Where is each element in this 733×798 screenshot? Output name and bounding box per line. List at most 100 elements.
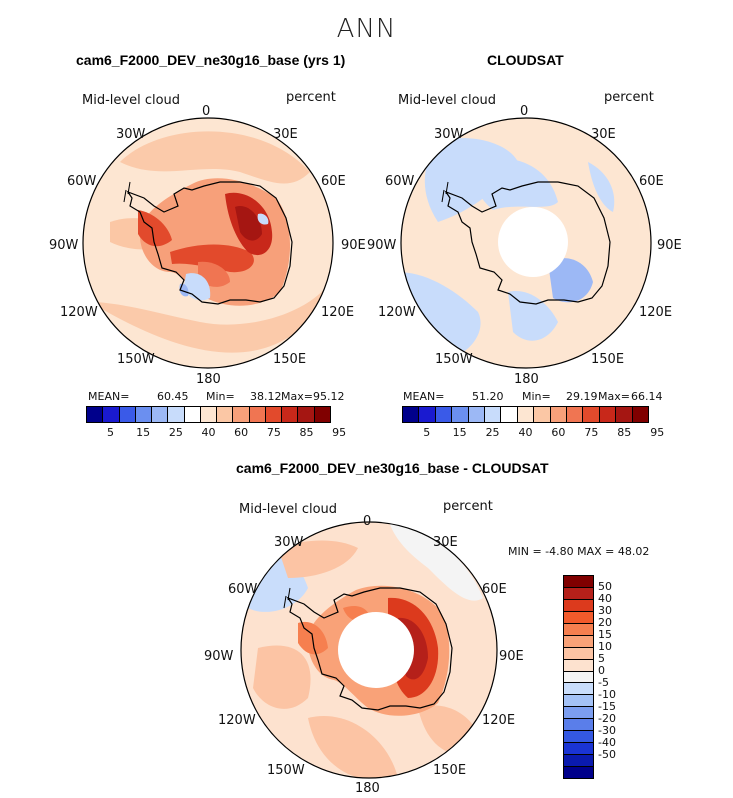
obs-mean-value: 51.20 (472, 390, 504, 403)
model-min-label: Min= (206, 390, 235, 403)
model-colorbar-ticks: 5 15 25 40 60 75 85 95 (86, 426, 346, 440)
obs-colorbar-swatch (501, 407, 518, 422)
obs-lon-150w: 150W (435, 352, 473, 367)
obs-lon-120w: 120W (378, 305, 416, 320)
obs-lon-30e: 30E (591, 127, 616, 142)
diff-colorbar-swatch (564, 599, 593, 612)
diff-colorbar-swatch (564, 719, 593, 732)
model-lon-30e: 30E (273, 127, 298, 142)
obs-lon-90e: 90E (657, 238, 682, 253)
model-lon-180: 180 (196, 372, 221, 387)
diff-colorbar-tick-label: -40 (598, 736, 616, 749)
model-max-label: Max= (281, 390, 313, 403)
model-lon-60w: 60W (67, 174, 97, 189)
obs-colorbar (402, 406, 649, 423)
obs-panel-title: CLOUDSAT (487, 52, 564, 68)
diff-colorbar-ticks: 50 40 30 20 15 10 5 0 -5 -10 -15 -20 -30 -40 -50 (598, 575, 658, 779)
model-colorbar-swatch (249, 407, 266, 422)
diff-lon-150e: 150E (433, 763, 467, 778)
obs-colorbar-tick-label: 15 (452, 426, 467, 439)
model-colorbar-tick-label: 95 (332, 426, 347, 439)
model-colorbar-swatch (233, 407, 250, 422)
model-mean-label: MEAN= (88, 390, 130, 403)
diff-colorbar-tick-label: 40 (598, 592, 612, 605)
obs-colorbar-swatch (485, 407, 502, 422)
model-colorbar-swatch (87, 407, 104, 422)
obs-colorbar-swatch (435, 407, 453, 422)
diff-colorbar-tick-label: 20 (598, 616, 612, 629)
model-colorbar-tick-label: 5 (107, 426, 114, 439)
obs-lon-90w: 90W (367, 238, 397, 253)
obs-colorbar-tick-label: 25 (485, 426, 500, 439)
obs-colorbar-tick-label: 75 (584, 426, 599, 439)
model-lon-30w: 30W (116, 127, 146, 142)
diff-colorbar-swatch (564, 576, 593, 588)
diff-colorbar-swatch (564, 767, 593, 778)
diff-colorbar-swatch (564, 683, 593, 696)
diff-colorbar-tick-label: -50 (598, 748, 616, 761)
obs-min-label: Min= (522, 390, 551, 403)
obs-colorbar-swatch (632, 407, 649, 422)
diff-colorbar-tick-label: 15 (598, 628, 612, 641)
model-colorbar-tick-label: 60 (234, 426, 249, 439)
obs-min-value: 29.19 (566, 390, 598, 403)
obs-lon-150e: 150E (591, 352, 625, 367)
diff-lon-120w: 120W (218, 713, 256, 728)
model-colorbar-tick-label: 40 (201, 426, 216, 439)
season-title: ANN (336, 14, 397, 44)
diff-colorbar-tick-label: 50 (598, 580, 612, 593)
model-lon-120e: 120E (321, 305, 355, 320)
model-colorbar-swatch (200, 407, 218, 422)
model-max-value: 95.12 (313, 390, 345, 403)
diff-colorbar-swatch (564, 671, 593, 684)
obs-colorbar-swatch (403, 407, 420, 422)
diff-lon-0: 0 (363, 514, 372, 529)
model-colorbar-swatch (119, 407, 136, 422)
model-colorbar-swatch (168, 407, 185, 422)
obs-max-value: 66.14 (631, 390, 663, 403)
model-colorbar-swatch (314, 407, 330, 422)
obs-lon-60w: 60W (385, 174, 415, 189)
diff-polar-map (240, 521, 498, 779)
obs-colorbar-ticks: 5 15 25 40 60 75 85 95 (402, 426, 664, 440)
diff-colorbar-tick-label: 10 (598, 640, 612, 653)
obs-colorbar-swatch (468, 407, 486, 422)
model-colorbar-swatch (152, 407, 169, 422)
model-colorbar-swatch (184, 407, 201, 422)
obs-mean-label: MEAN= (403, 390, 445, 403)
obs-max-label: Max= (598, 390, 630, 403)
model-colorbar-swatch (298, 407, 315, 422)
diff-units-label: percent (443, 499, 493, 514)
diff-colorbar-swatch (564, 659, 593, 672)
obs-lon-180: 180 (514, 372, 539, 387)
model-polar-map (82, 117, 334, 369)
obs-colorbar-swatch (599, 407, 617, 422)
diff-variable-label: Mid-level cloud (239, 502, 338, 517)
model-mean-value: 60.45 (157, 390, 189, 403)
model-lon-90e: 90E (341, 238, 366, 253)
obs-colorbar-tick-label: 85 (617, 426, 632, 439)
model-colorbar-swatch (265, 407, 283, 422)
model-colorbar-swatch (217, 407, 234, 422)
diff-lon-60w: 60W (228, 582, 258, 597)
model-units-label: percent (286, 90, 336, 105)
model-colorbar-swatch (135, 407, 153, 422)
obs-lon-60e: 60E (639, 174, 664, 189)
diff-colorbar-swatch (564, 695, 593, 708)
obs-colorbar-swatch (419, 407, 436, 422)
model-lon-60e: 60E (321, 174, 346, 189)
obs-colorbar-swatch (550, 407, 568, 422)
model-min-value: 38.12 (250, 390, 282, 403)
obs-lon-0: 0 (520, 104, 529, 119)
diff-lon-60e: 60E (482, 582, 507, 597)
obs-colorbar-tick-label: 60 (551, 426, 566, 439)
diff-lon-30w: 30W (274, 535, 304, 550)
diff-colorbar-tick-label: 30 (598, 604, 612, 617)
diff-colorbar-swatch (564, 707, 593, 720)
model-colorbar-tick-label: 85 (299, 426, 314, 439)
diff-colorbar-swatch (564, 743, 593, 756)
diff-colorbar-tick-label: -5 (598, 676, 609, 689)
diff-colorbar-tick-label: 0 (598, 664, 605, 677)
diff-lon-90w: 90W (204, 649, 234, 664)
model-colorbar-tick-label: 25 (168, 426, 183, 439)
